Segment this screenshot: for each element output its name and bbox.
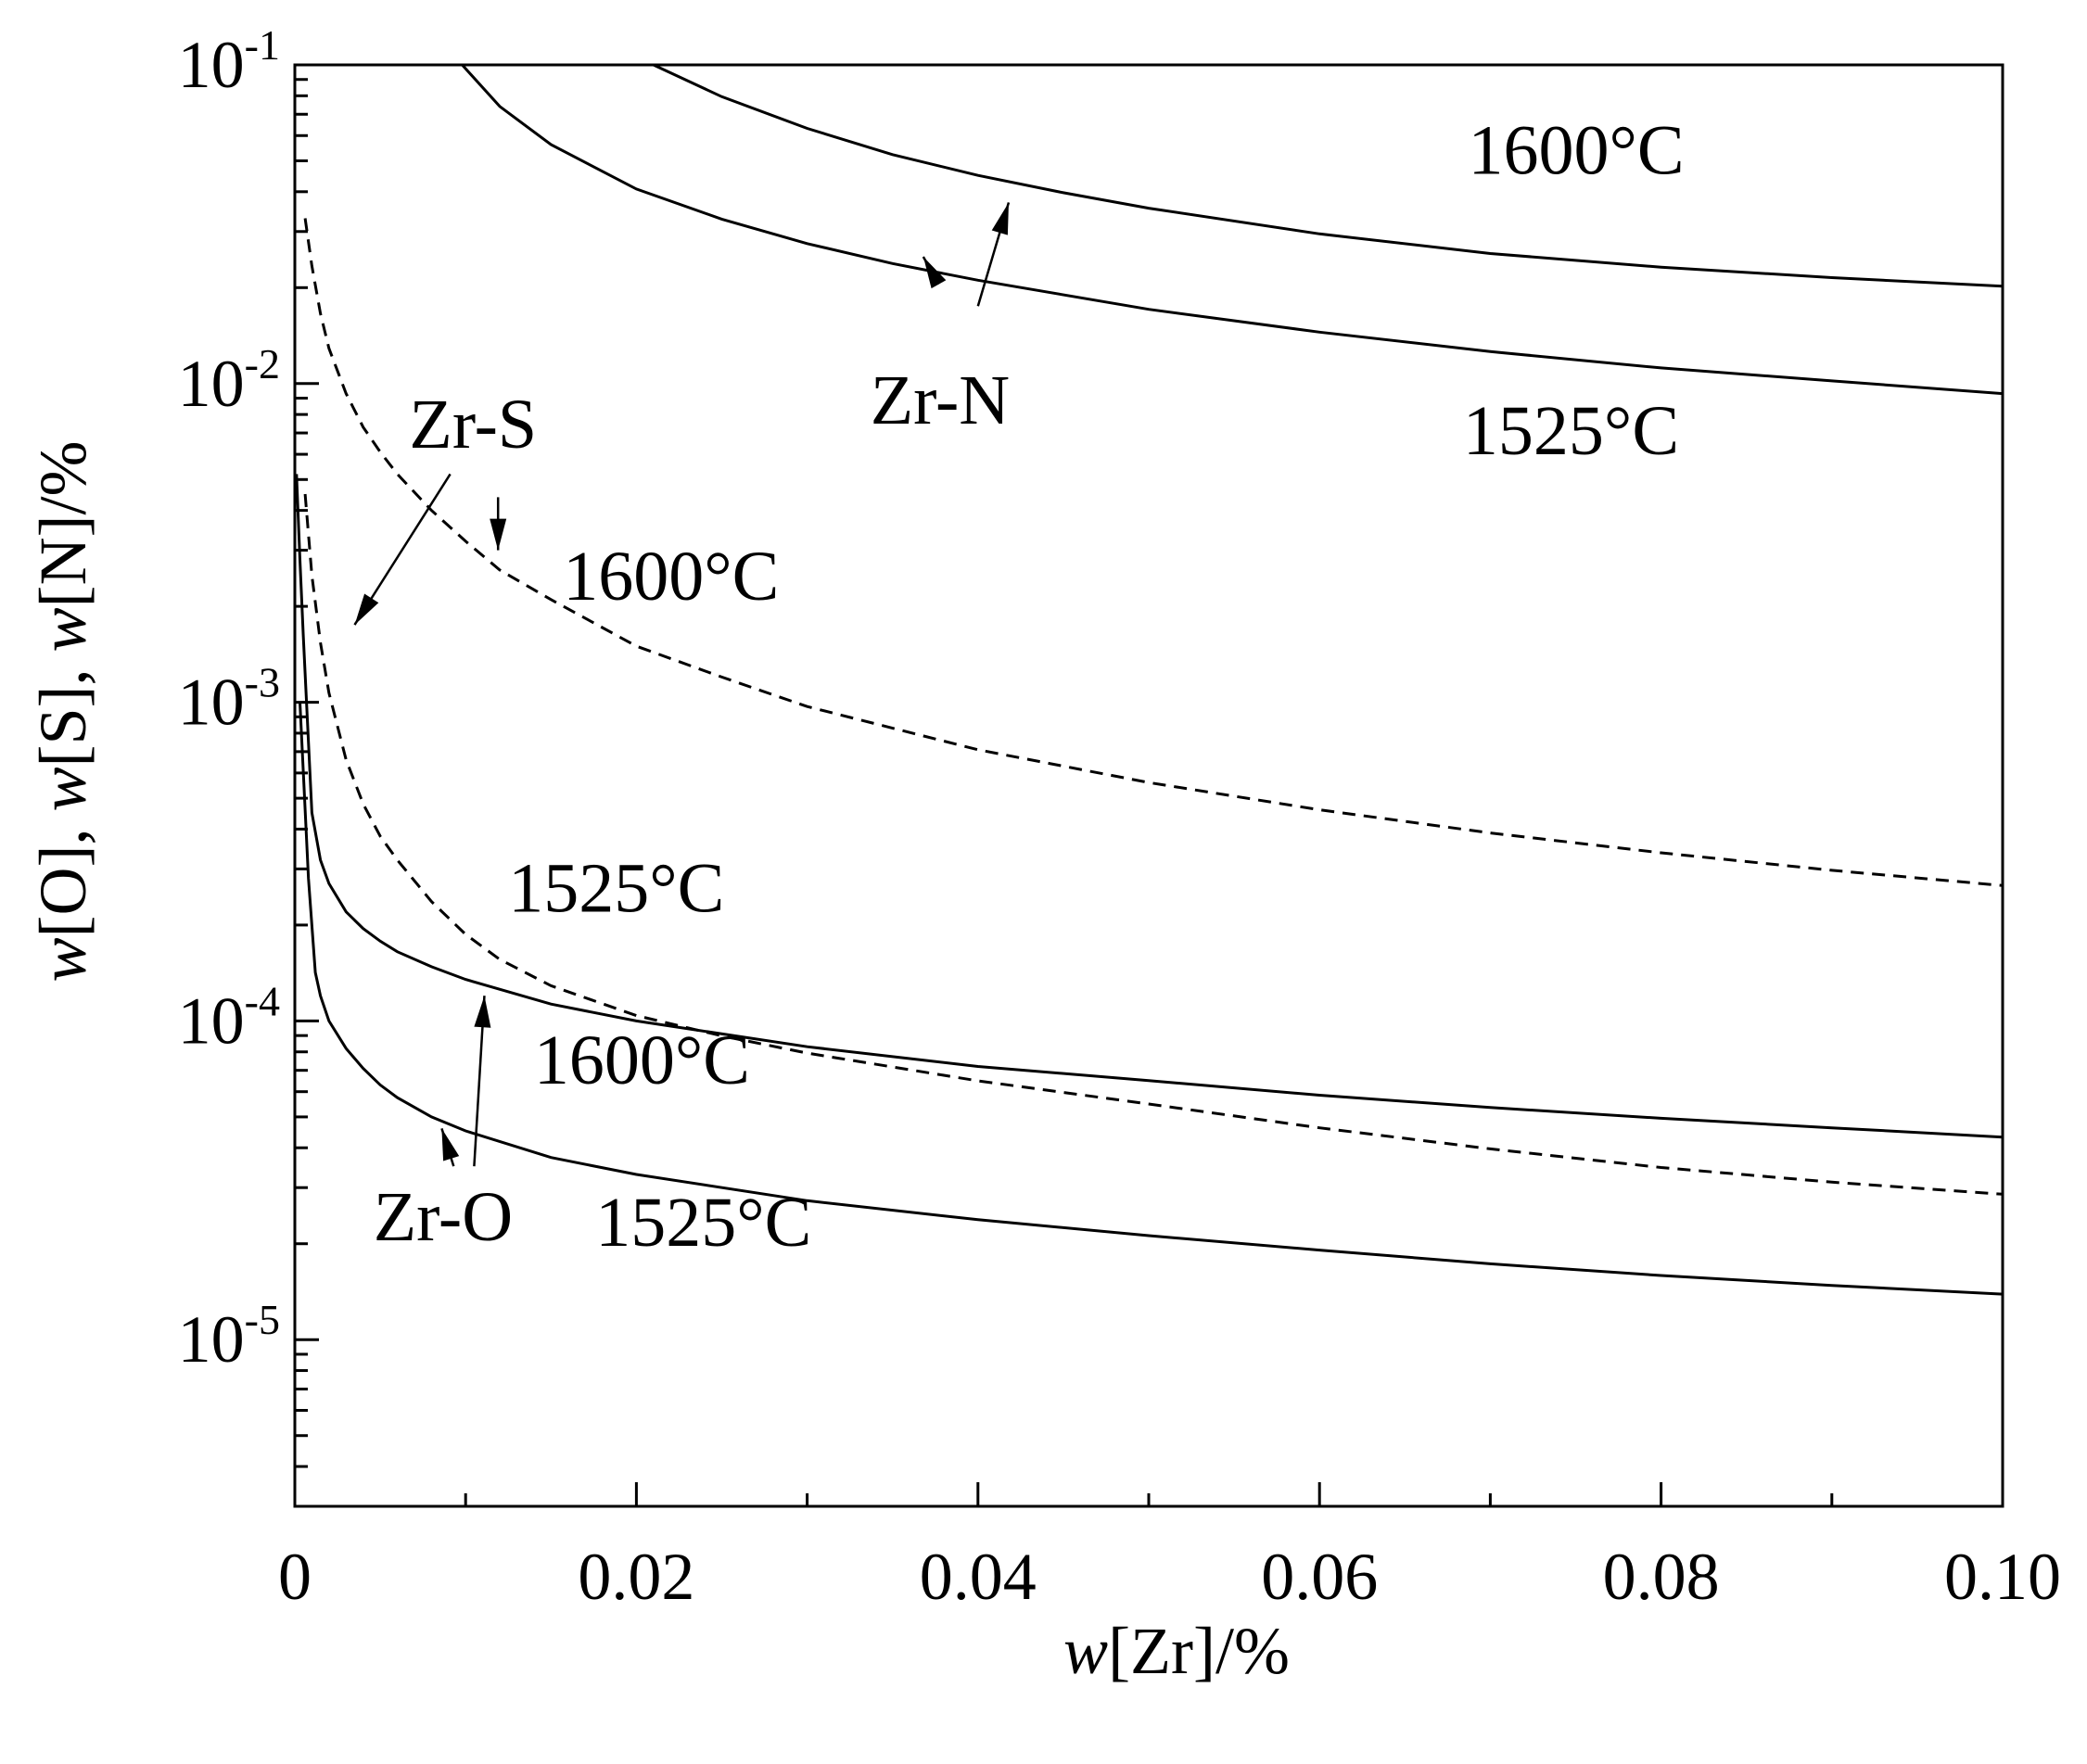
annotation-arrow-head — [354, 593, 379, 626]
y-axis-ticks: 10-1 10-2 10-3 10-4 10-5 — [178, 21, 319, 1508]
y-tick-label: 10-3 — [178, 659, 280, 740]
annotation-label: Zr-O — [374, 1178, 513, 1256]
y-tick-label: 10-5 — [178, 1296, 280, 1377]
y-tick-label: 10-4 — [178, 977, 280, 1058]
x-axis-ticks: 0 0.02 0.04 0.06 0.08 0.10 — [278, 1482, 2061, 1614]
annotation-label: 1525°C — [508, 850, 724, 928]
annotation-label: 1525°C — [1463, 392, 1679, 470]
series-layer — [295, 63, 2004, 1296]
x-tick-label: 0.06 — [1261, 1540, 1378, 1614]
y-axis-title: w[O], w[S], w[N]/% — [26, 441, 100, 983]
annotation-label: 1600°C — [563, 538, 779, 615]
plot-frame — [293, 63, 2004, 1508]
x-tick-label: 0.08 — [1603, 1540, 1720, 1614]
x-tick-label: 0.10 — [1944, 1540, 2061, 1614]
annotation-arrow-head — [991, 202, 1009, 235]
annotation-label: 1600°C — [1468, 112, 1684, 190]
annotation-label: Zr-S — [409, 386, 537, 463]
annotation-label: Zr-N — [871, 362, 1010, 439]
x-tick-label: 0.04 — [920, 1540, 1037, 1614]
series-line-zr-n-1525 — [461, 63, 2004, 396]
annotation-arrow-head — [490, 518, 507, 551]
y-tick-label: 10-1 — [178, 21, 280, 102]
series-line-zr-s-1525 — [303, 493, 2004, 1196]
annotation-label: 1600°C — [534, 1022, 750, 1099]
series-line-zr-o-1525 — [299, 702, 2004, 1296]
series-line-zr-s-1600 — [303, 218, 2004, 887]
series-line-zr-n-1600 — [653, 63, 2004, 288]
annotation-arrow-head — [923, 257, 947, 289]
annotation-label: 1525°C — [595, 1184, 811, 1262]
arrow-layer — [353, 202, 1011, 1167]
x-tick-label: 0.02 — [578, 1540, 694, 1614]
annotation-arrow-head — [441, 1128, 460, 1161]
annotation-layer: 1600°C 1525°C Zr-N Zr-S 1600°C 1525°C 1600°C Zr… — [374, 112, 1685, 1262]
x-axis-title: w[Zr]/% — [1063, 1614, 1290, 1688]
x-tick-label: 0 — [278, 1540, 312, 1614]
annotation-arrow-head — [474, 996, 491, 1028]
series-line-zr-o-1600 — [295, 474, 2004, 1139]
y-tick-label: 10-2 — [178, 340, 280, 421]
